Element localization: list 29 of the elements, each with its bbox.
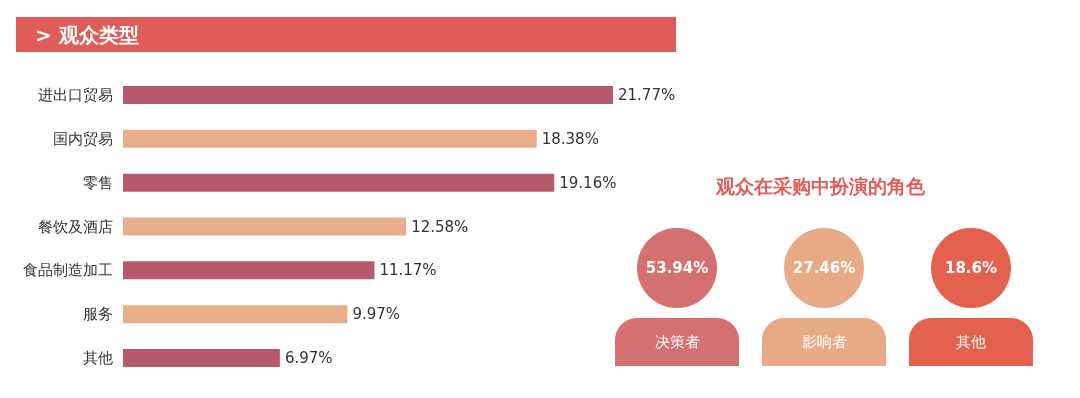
category-label: 其他: [956, 333, 986, 351]
data-label: 11.17%: [379, 261, 437, 280]
text: 18.6%: [944, 259, 998, 277]
category-label: 影响者: [801, 333, 847, 351]
y-tick-label: 食品制造加工: [23, 261, 113, 280]
data-label: 18.38%: [541, 129, 599, 148]
data-label: 12.58%: [411, 217, 469, 236]
y-tick-label: 服务: [83, 305, 113, 324]
bar: [123, 349, 280, 368]
data-label: 19.16%: [559, 173, 617, 192]
text: 27.46%: [792, 259, 856, 277]
text: 观众在采购中扮演的角色: [714, 175, 926, 197]
bar: [123, 173, 555, 192]
bar: [123, 217, 407, 236]
text: 53.94%: [645, 259, 709, 277]
y-tick-label: 零售: [83, 173, 113, 192]
bar: [123, 261, 375, 280]
data-label: 9.97%: [352, 305, 401, 324]
bar: [123, 85, 613, 104]
bar: [123, 305, 348, 324]
y-tick-label: 进出口贸易: [38, 85, 113, 104]
y-tick-label: 其他: [83, 349, 113, 368]
chart-title: > 观众类型: [35, 23, 139, 47]
data-label: 6.97%: [284, 349, 333, 368]
bar: [123, 129, 537, 148]
category-label: 决策者: [654, 333, 700, 351]
data-label: 21.77%: [618, 85, 676, 104]
y-tick-label: 国内贸易: [53, 129, 113, 148]
y-tick-label: 餐饮及酒店: [38, 217, 113, 236]
